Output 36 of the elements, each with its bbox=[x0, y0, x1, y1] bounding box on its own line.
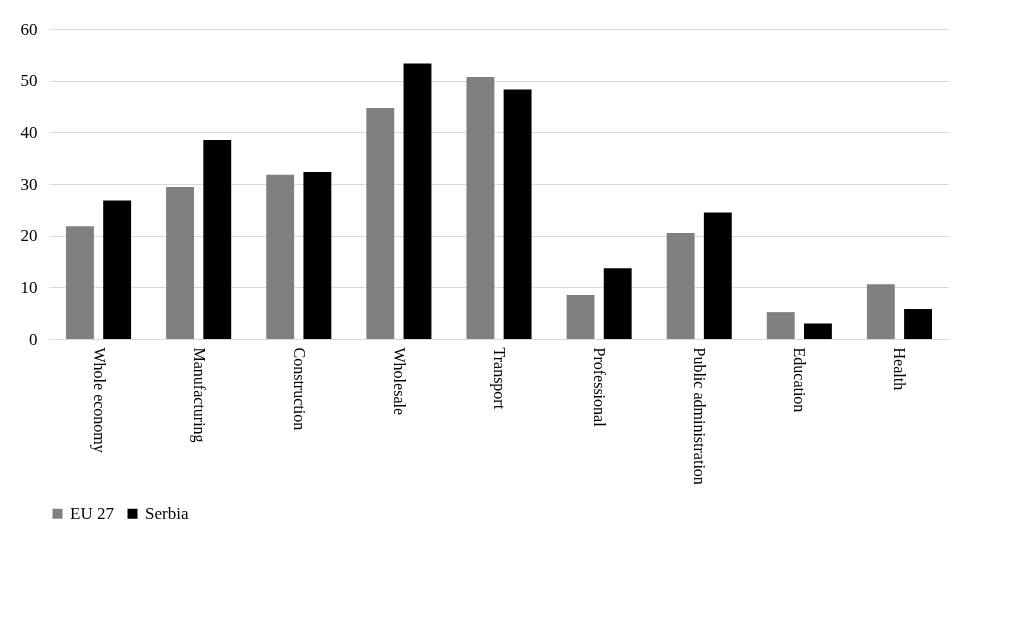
x-tick-label: Manufacturing bbox=[189, 347, 208, 443]
bar bbox=[466, 77, 495, 339]
x-tick-label: Whole economy bbox=[89, 347, 108, 453]
bar bbox=[666, 233, 695, 339]
bar bbox=[904, 309, 932, 339]
bar bbox=[303, 172, 332, 339]
bar bbox=[866, 284, 895, 339]
bar bbox=[566, 295, 595, 339]
bar bbox=[403, 63, 432, 339]
y-tick-label: 60 bbox=[20, 19, 38, 39]
x-tick-label: Professional bbox=[591, 347, 609, 428]
x-tick-label: Health bbox=[891, 347, 909, 391]
bar bbox=[103, 200, 132, 339]
bar bbox=[703, 212, 732, 339]
bar bbox=[366, 108, 395, 339]
y-tick-label: 20 bbox=[20, 226, 38, 246]
bar bbox=[503, 89, 532, 339]
bar bbox=[166, 187, 195, 339]
x-tick-label: Construction bbox=[290, 347, 308, 431]
x-tick-label: Wholesale bbox=[390, 347, 408, 416]
y-tick-label: 30 bbox=[20, 174, 38, 194]
x-tick-label: Public administration bbox=[691, 347, 709, 485]
bar bbox=[803, 323, 832, 339]
x-tick-label: Education bbox=[791, 347, 809, 413]
y-tick-label: 0 bbox=[29, 329, 38, 349]
x-tick-label: Transport bbox=[490, 347, 508, 410]
legend-label: Serbia bbox=[145, 503, 189, 523]
bar bbox=[203, 140, 232, 339]
legend-label: EU 27 bbox=[70, 503, 115, 523]
bar bbox=[766, 312, 795, 339]
bar bbox=[66, 226, 94, 339]
y-tick-label: 40 bbox=[20, 122, 38, 142]
bar bbox=[266, 174, 295, 339]
y-tick-label: 50 bbox=[20, 71, 38, 91]
y-tick-label: 10 bbox=[20, 277, 38, 297]
bar bbox=[603, 268, 632, 339]
